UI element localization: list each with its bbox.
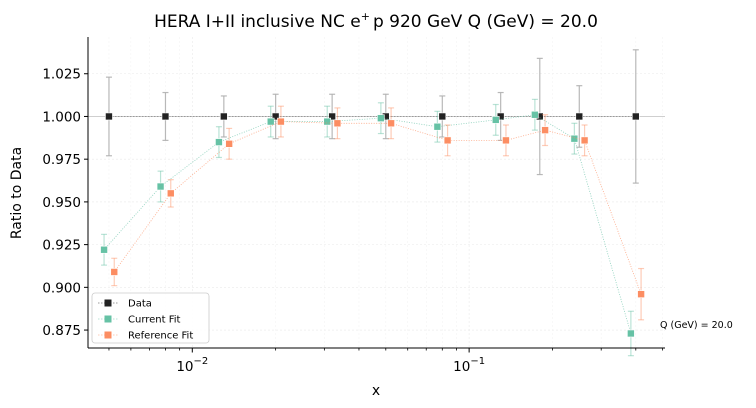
- data-point: [225, 139, 233, 148]
- y-tick-label: 0.925: [42, 238, 81, 254]
- data-point: [333, 119, 342, 128]
- data-point: [100, 245, 108, 254]
- data-point: [277, 117, 285, 126]
- data-point: [541, 126, 549, 134]
- series-reference-fit: [110, 105, 645, 321]
- legend-label: Data: [128, 299, 152, 310]
- data-point: [531, 110, 539, 119]
- data-point: [433, 122, 442, 131]
- q-annotation: Q (GeV) = 20.0: [660, 320, 733, 331]
- series-current-fit: [100, 98, 635, 357]
- legend-label: Reference Fit: [128, 331, 193, 342]
- data-point: [631, 112, 640, 121]
- data-point: [271, 112, 280, 121]
- legend-marker: [104, 299, 112, 307]
- legend-item: Data: [98, 299, 152, 310]
- chart-title-rest: p 920 GeV Q (GeV) = 20.0: [373, 12, 598, 32]
- data-point: [637, 290, 645, 298]
- legend: Data Current Fit Reference Fit: [91, 292, 210, 344]
- x-axis-label: x: [372, 383, 380, 399]
- data-point: [110, 268, 119, 276]
- data-point: [570, 134, 579, 143]
- x-axis-ticks: 10−2 10−1: [108, 348, 664, 375]
- y-tick-label: 0.975: [42, 152, 81, 168]
- data-point: [161, 112, 170, 121]
- x-tick-label: 10−2: [176, 356, 208, 375]
- data-point: [627, 329, 635, 338]
- y-tick-label: 0.900: [42, 280, 81, 296]
- series-line: [113, 121, 642, 295]
- data-point: [580, 136, 589, 145]
- legend-frame: [91, 292, 210, 344]
- legend-marker: [104, 331, 112, 339]
- data-point: [575, 112, 584, 121]
- series-layer: [100, 49, 645, 357]
- data-point: [266, 117, 275, 126]
- y-tick-label: 0.950: [42, 195, 81, 211]
- data-point: [443, 136, 452, 145]
- legend-marker: [104, 315, 112, 323]
- data-point: [156, 182, 165, 191]
- data-point: [105, 112, 113, 121]
- chart-title-main: HERA I+II inclusive NC e: [154, 12, 361, 32]
- data-point: [215, 138, 223, 146]
- data-point: [328, 112, 336, 121]
- data-point: [220, 112, 228, 121]
- y-axis-ticks: 0.875 0.900 0.925 0.950 0.975 1.000 1.025: [42, 67, 88, 339]
- data-point: [387, 119, 395, 128]
- series-data: [105, 49, 640, 184]
- y-tick-label: 0.875: [42, 323, 81, 339]
- legend-item: Reference Fit: [98, 331, 193, 342]
- data-point: [438, 112, 447, 121]
- chart-title: HERA I+II inclusive NC e+ p 920 GeV Q (Ge…: [154, 10, 598, 32]
- x-tick-label: 10−1: [453, 356, 485, 375]
- legend-label: Current Fit: [128, 315, 181, 326]
- y-tick-label: 1.000: [42, 109, 81, 125]
- data-point: [377, 114, 385, 122]
- legend-item: Current Fit: [98, 315, 181, 326]
- data-point: [502, 136, 510, 145]
- chart-title-sup: +: [361, 10, 370, 23]
- data-point: [491, 116, 500, 124]
- data-point: [166, 189, 175, 198]
- y-axis-label: Ratio to Data: [9, 147, 25, 239]
- y-tick-label: 1.025: [42, 67, 81, 83]
- data-point: [323, 117, 332, 126]
